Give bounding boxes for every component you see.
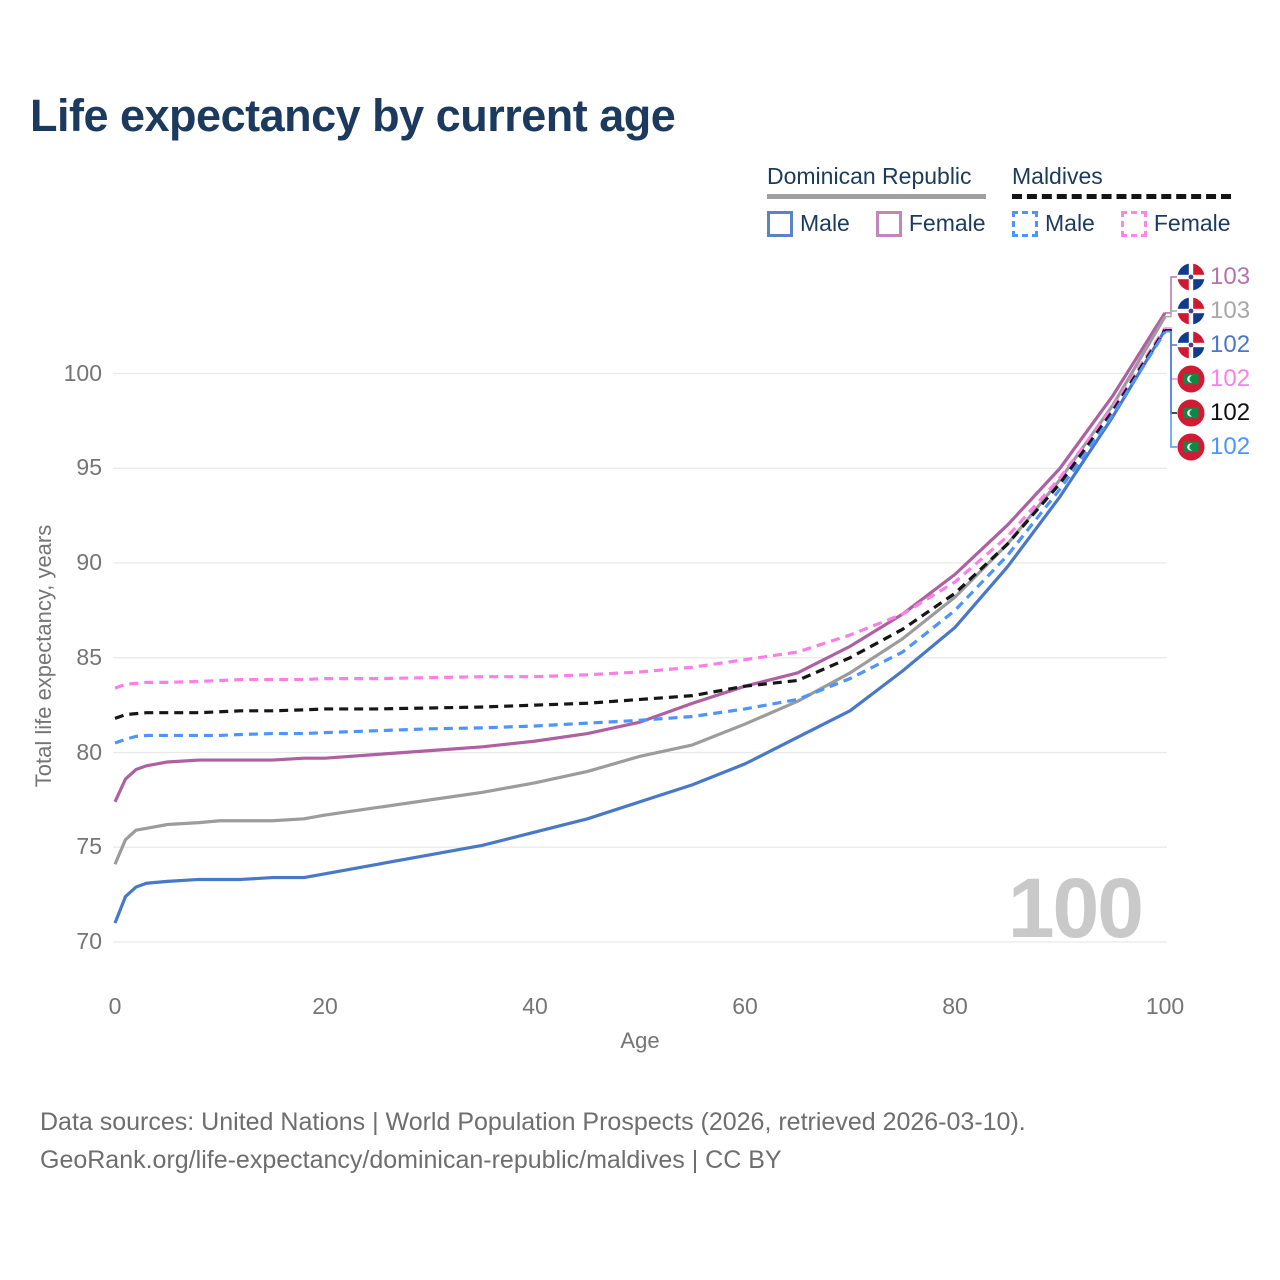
attribution-url-text: GeoRank.org/life-expectancy/dominican-re…	[40, 1146, 782, 1174]
end-label-dominican-republic-both: 103	[1177, 296, 1250, 326]
legend-item-dr-male[interactable]: Male	[767, 210, 850, 237]
dominican-republic-flag-icon	[1177, 297, 1205, 325]
legend-swatch-mv-male	[1012, 210, 1038, 237]
end-label-value: 102	[1210, 331, 1251, 358]
data-sources-text: Data sources: United Nations | World Pop…	[40, 1108, 1026, 1136]
x-axis-title: Age	[620, 1028, 660, 1053]
maldives-flag-icon	[1177, 433, 1205, 461]
y-tick-label: 75	[76, 833, 102, 860]
legend-group-dominican-republic: Dominican Republic Male Female	[767, 163, 986, 237]
end-label-value: 103	[1210, 297, 1251, 324]
x-tick-label: 60	[732, 993, 758, 1019]
end-label-value: 102	[1210, 399, 1251, 426]
y-tick-label: 95	[76, 454, 102, 481]
x-tick-label: 80	[942, 993, 968, 1019]
end-label-maldives-female: 102	[1177, 364, 1250, 394]
end-label-dominican-republic-female: 103	[1177, 262, 1250, 292]
legend-swatch-mv-female	[1120, 210, 1147, 237]
x-tick-label: 20	[312, 993, 338, 1019]
series-line-maldives-male	[114, 330, 1167, 745]
legend-label-mv-male: Male	[1045, 210, 1095, 236]
y-tick-label: 80	[76, 738, 102, 765]
dominican-republic-flag-icon	[1177, 331, 1205, 359]
y-tick-label: 100	[63, 359, 102, 386]
legend-label-dr-male: Male	[800, 210, 850, 236]
maldives-flag-icon	[1177, 399, 1205, 427]
x-tick-label: 40	[522, 993, 548, 1019]
legend-label-mv-female: Female	[1153, 210, 1231, 236]
end-label-connector	[1165, 310, 1177, 318]
maldives-flag-icon	[1177, 365, 1205, 393]
y-tick-label: 90	[76, 549, 102, 575]
end-label-value: 102	[1210, 365, 1251, 392]
end-label-connector	[1165, 276, 1177, 314]
legend-swatch-dr-female	[875, 210, 902, 237]
dominican-republic-flag-icon	[1177, 263, 1205, 291]
legend-line-style-dashed	[1012, 194, 1231, 199]
series-line-maldives-both	[114, 329, 1167, 720]
series-line-dominican-republic-male	[113, 329, 1167, 924]
legend-group-maldives: Maldives Male Female	[1012, 163, 1231, 237]
end-label-connector	[1165, 329, 1177, 414]
legend-item-dr-female[interactable]: Female	[875, 210, 986, 237]
x-tick-label: 0	[108, 993, 122, 1019]
end-label-maldives-both: 102	[1177, 398, 1250, 428]
end-label-value: 102	[1210, 433, 1251, 460]
legend-country-dominican-republic: Dominican Republic	[767, 163, 972, 189]
end-label-value: 103	[1210, 263, 1251, 290]
legend-item-mv-male[interactable]: Male	[1012, 210, 1095, 237]
series-line-maldives-female	[114, 327, 1167, 690]
y-tick-label: 70	[76, 928, 102, 954]
y-tick-label: 85	[76, 643, 102, 670]
series-line-dominican-republic-female	[113, 312, 1167, 803]
legend-swatch-dr-male	[767, 210, 793, 237]
age-watermark: 100	[1007, 861, 1144, 955]
page-title: Life expectancy by current age	[30, 90, 676, 141]
end-label-dominican-republic-male: 102	[1177, 330, 1250, 360]
end-label-maldives-male: 102	[1177, 432, 1250, 462]
legend-line-style-solid	[767, 194, 986, 199]
end-label-connector	[1165, 331, 1177, 448]
end-label-connector	[1165, 327, 1177, 380]
series-line-dominican-republic-both	[113, 315, 1167, 865]
end-label-connector	[1165, 329, 1177, 346]
x-tick-label: 100	[1145, 993, 1185, 1019]
legend-item-mv-female[interactable]: Female	[1120, 210, 1231, 237]
legend-country-maldives: Maldives	[1012, 163, 1103, 189]
legend-label-dr-female: Female	[908, 210, 986, 236]
